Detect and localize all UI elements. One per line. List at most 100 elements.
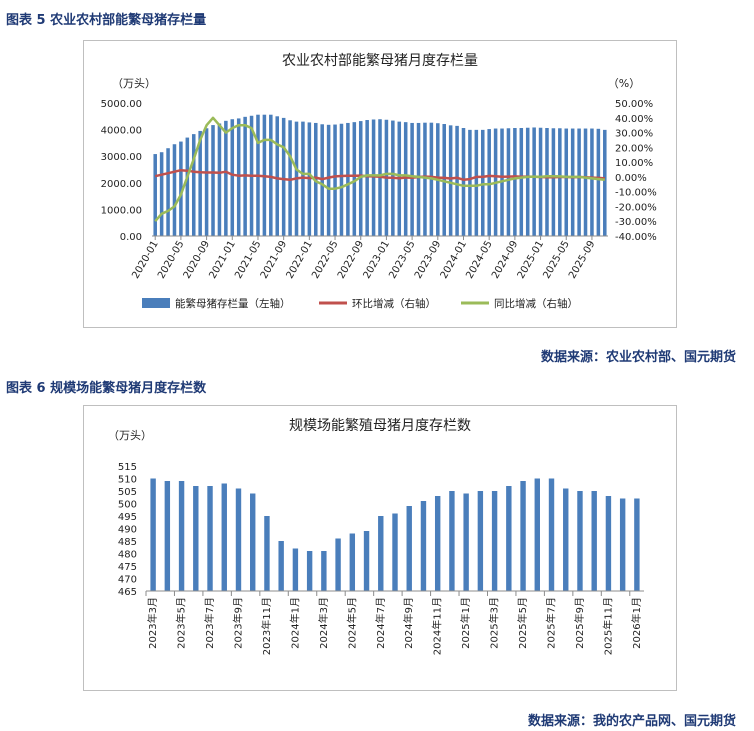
chart1-bar [570, 128, 575, 236]
chart2-x-tick-label: 2024年9月 [402, 597, 415, 649]
chart2-bar [605, 496, 612, 591]
chart2-y-tick-label: 495 [118, 512, 137, 523]
chart1-bar [423, 122, 427, 236]
chart2-bar [321, 551, 327, 591]
chart1-left-tick-label: 4000.00 [101, 126, 142, 137]
chart1-bar [416, 122, 421, 236]
chart2-bar [221, 483, 227, 591]
chart1-bar [275, 116, 280, 236]
chart2-x-tick-label: 2024年11月 [431, 597, 444, 655]
chart1-bar [230, 119, 235, 236]
chart1-bar [269, 114, 273, 236]
chart1-bar [339, 123, 344, 236]
chart1-left-tick-label: 1000.00 [101, 205, 142, 216]
chart2-bar [520, 481, 526, 591]
figure5-caption: 图表 5 农业农村部能繁母猪存栏量 [6, 13, 207, 28]
chart2-y-tick-label: 465 [118, 587, 137, 598]
chart2-bar [548, 478, 555, 591]
chart1-left-axis-unit: （万头） [112, 77, 156, 90]
chart2-bar [250, 493, 256, 591]
chart2-bar [634, 498, 640, 591]
chart2-bar [335, 538, 341, 591]
chart2-bar [363, 531, 370, 591]
chart1-svg: 农业农村部能繁母猪月度存栏量 （万头） （%） 0.00 1000.00 2000.00 3… [101, 53, 657, 310]
chart1-right-tick-label: -20.00% [615, 202, 657, 213]
chart1-bar [371, 119, 376, 236]
chart1-bar [583, 128, 588, 236]
chart1-bar [172, 144, 177, 236]
chart1-bar [461, 128, 466, 236]
chart2-bar [292, 548, 299, 591]
chart1-right-tick-label: -10.00% [615, 188, 657, 199]
chart1-right-tick-label: 10.00% [615, 158, 653, 169]
chart2-x-tick-label: 2026年1月 [630, 597, 643, 649]
chart2-svg: 规模场能繁殖母猪月度存栏数（万头）46547047548048549049550… [108, 417, 644, 655]
chart2-bar [577, 491, 583, 591]
figure6-caption: 图表 6 规模场能繁母猪月度存栏数 [6, 381, 207, 396]
chart2-bar [463, 493, 469, 591]
chart2-x-tick-label: 2025年11月 [601, 597, 614, 655]
chart2-y-tick-label: 500 [118, 500, 137, 511]
chart2-y-tick-label: 480 [118, 550, 137, 561]
chart2-x-tick-label: 2023年5月 [175, 597, 188, 649]
chart1-yoy-line [154, 116, 605, 223]
chart1-bar [442, 124, 446, 236]
chart2-title: 规模场能繁殖母猪月度存栏数 [289, 417, 471, 434]
chart1-right-tick-label: 0.00% [615, 173, 647, 184]
chart1-bar [558, 128, 562, 236]
chart1-legend-label: 同比增减（右轴） [494, 297, 578, 310]
chart1-bar [153, 154, 157, 236]
chart2-bar [306, 551, 313, 591]
chart1-bar [204, 128, 209, 236]
chart1-bar [281, 117, 286, 236]
chart2-bar [178, 481, 185, 591]
chart2-bar [449, 491, 455, 591]
chart1-bar [198, 130, 202, 236]
chart1-right-tick-label: 40.00% [615, 114, 653, 125]
chart2-x-tick-label: 2025年7月 [545, 597, 558, 649]
chart1-left-tick-label: 2000.00 [101, 179, 142, 190]
chart2-bar [563, 488, 569, 591]
chart2-bar [164, 481, 171, 591]
chart1-bar [333, 124, 337, 236]
chart1-bar [506, 128, 511, 236]
chart2-bar [392, 513, 398, 591]
chart1-bar [525, 127, 530, 236]
chart1-legend-swatch [142, 298, 170, 308]
chart1-right-tick-label: 20.00% [615, 143, 653, 154]
chart1-bar [224, 120, 228, 236]
chart2-bar [477, 491, 484, 591]
chart2-bar [420, 501, 427, 591]
chart1-bar [403, 122, 408, 236]
chart2-x-tick-label: 2023年11月 [260, 597, 273, 655]
chart1-bar [211, 125, 215, 236]
chart2-y-tick-label: 505 [118, 487, 137, 498]
chart1-left-tick-label: 3000.00 [101, 152, 142, 163]
chart1-right-axis-unit: （%） [608, 77, 640, 90]
chart1-bar [346, 122, 350, 236]
chart2-bar [278, 541, 284, 591]
chart2-x-tick-label: 2024年5月 [345, 597, 358, 649]
chart1-bar [236, 118, 241, 236]
chart1-legend-label: 环比增减（右轴） [352, 297, 436, 310]
chart1-left-tick-label: 5000.00 [101, 99, 142, 110]
chart2-bar [193, 486, 199, 591]
chart1-bar [480, 129, 485, 236]
chart1-bar [185, 137, 190, 236]
chart2-panel: 规模场能繁殖母猪月度存栏数 （万头） 465 470 475 480 485 490 495 50… [83, 405, 677, 691]
chart2-x-tick-label: 2023年9月 [231, 597, 244, 649]
figure6-source: 数据来源：我的农产品网、国元期货 [527, 714, 736, 729]
chart1-bar [577, 128, 581, 236]
chart2-bar [534, 478, 540, 591]
chart1-left-tick-label: 0.00 [120, 232, 142, 243]
chart2-y-tick-label: 490 [118, 525, 137, 536]
chart1-title: 农业农村部能繁母猪月度存栏量 [282, 53, 478, 69]
chart2-bar [406, 506, 412, 591]
chart1-bar [487, 129, 491, 236]
chart2-x-tick-label: 2024年7月 [374, 597, 387, 649]
chart2-y-tick-label: 470 [118, 575, 137, 586]
chart1-x-tick-label: 2025-09 [567, 239, 597, 281]
chart1-bar [468, 129, 472, 236]
chart2-y-tick-label: 475 [118, 562, 137, 573]
chart1-bar [159, 152, 164, 236]
